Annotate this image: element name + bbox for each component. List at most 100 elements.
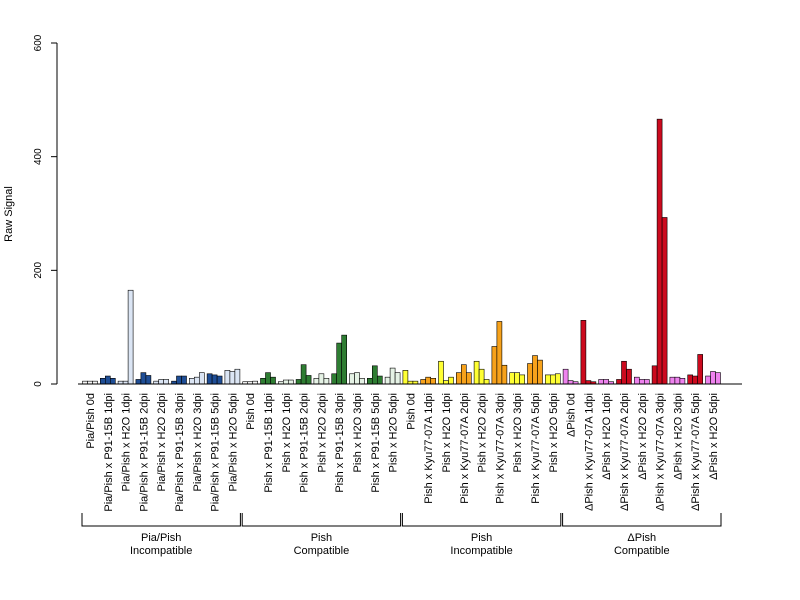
bar	[420, 379, 427, 385]
bar	[229, 371, 236, 385]
bar	[176, 375, 182, 385]
bar	[194, 376, 200, 385]
bar	[519, 374, 526, 385]
bar	[448, 376, 454, 385]
bar	[679, 378, 686, 385]
bar	[234, 368, 241, 385]
bar	[384, 376, 391, 385]
category-label: Pia/Pish x P91-15B 1dpi	[103, 393, 115, 512]
category-label: Pish x H2O 1dpi	[441, 393, 453, 472]
bar	[282, 379, 289, 385]
bar	[199, 372, 205, 385]
bar	[323, 378, 330, 385]
bar	[598, 379, 605, 385]
bar	[567, 380, 574, 385]
bar	[687, 374, 694, 385]
category-label: Pia/Pish x H2O 1dpi	[121, 393, 133, 491]
bar	[318, 373, 325, 385]
bar	[580, 320, 587, 385]
bar	[465, 372, 472, 385]
bar	[140, 372, 147, 385]
category-label: Pish x Kyu77-07A 2dpi	[459, 393, 471, 504]
category-label: Pia/Pish x P91-15B 5dpi	[210, 393, 222, 512]
bar	[366, 378, 373, 385]
bar	[265, 372, 271, 385]
category-label: Pia/Pish x P91-15B 3dpi	[174, 393, 186, 512]
category-label: Pish x H2O 3dpi	[352, 393, 364, 472]
bar	[425, 376, 432, 385]
bar	[603, 379, 610, 385]
category-label: Pish x H2O 5dpi	[548, 393, 560, 472]
bar	[460, 364, 467, 385]
bar	[430, 378, 437, 385]
category-label: ΔPish x Kyu77-07A 3dpi	[655, 393, 667, 511]
bar	[532, 355, 538, 385]
bar	[105, 375, 111, 385]
y-axis-label: Raw Signal	[3, 186, 15, 242]
category-label: Pish x P91-15B 1dpi	[263, 393, 275, 493]
bar	[656, 118, 663, 385]
bar	[549, 374, 556, 385]
bar	[371, 365, 378, 385]
bar	[478, 368, 485, 385]
bar	[514, 372, 521, 385]
group-label-line1: ΔPish	[627, 532, 656, 544]
bar	[509, 372, 516, 385]
bar	[626, 368, 632, 385]
bar	[705, 375, 711, 385]
bar	[224, 370, 231, 385]
bar	[674, 376, 681, 385]
bar	[341, 334, 348, 385]
group-label-line1: Pia/Pish	[141, 532, 181, 544]
category-label: Pia/Pish x H2O 2dpi	[156, 393, 168, 491]
bar	[313, 378, 320, 385]
bar	[260, 378, 266, 385]
bar	[585, 380, 592, 385]
bar	[359, 378, 365, 385]
category-label: ΔPish x Kyu77-07A 1dpi	[583, 393, 595, 511]
bar	[211, 374, 218, 385]
bar	[554, 373, 561, 385]
y-axis: 0 200 400 600	[33, 34, 58, 387]
bar	[100, 378, 106, 385]
category-label: Pia/Pish x P91-15B 2dpi	[138, 393, 150, 512]
bar	[651, 365, 658, 385]
bar	[697, 354, 704, 385]
category-label: Pish x Kyu77-07A 5dpi	[530, 393, 542, 504]
bar	[633, 376, 640, 385]
bar	[270, 376, 276, 385]
bar	[145, 375, 152, 385]
bar	[483, 379, 490, 385]
bar	[181, 375, 187, 385]
bar	[127, 289, 134, 385]
bar	[389, 367, 396, 385]
bar	[544, 374, 551, 385]
category-label: ΔPish x H2O 1dpi	[601, 393, 613, 480]
bars	[82, 118, 721, 385]
category-label: Pish x Kyu77-07A 3dpi	[494, 393, 506, 504]
group-bracket	[241, 513, 402, 527]
category-label: Pish x P91-15B 3dpi	[334, 393, 346, 493]
bar	[216, 375, 223, 385]
category-label: Pish x P91-15B 5dpi	[370, 393, 382, 493]
bar	[295, 379, 302, 385]
y-tick-label: 600	[33, 34, 44, 51]
group-label-line2: Incompatible	[450, 545, 512, 557]
bar	[287, 379, 294, 385]
bar	[562, 368, 569, 385]
category-label: Pia/Pish x H2O 5dpi	[227, 393, 239, 491]
category-label: Pia/Pish x H2O 3dpi	[192, 393, 204, 491]
bar	[394, 372, 401, 385]
bar	[376, 375, 383, 385]
bar	[305, 375, 312, 385]
category-label: Pish x H2O 1dpi	[281, 393, 293, 472]
bar	[669, 376, 676, 385]
bar	[616, 379, 622, 385]
category-label: Pia/Pish 0d	[85, 393, 97, 449]
category-label: Pish x H2O 5dpi	[388, 393, 400, 472]
category-label: ΔPish x Kyu77-07A 2dpi	[619, 393, 631, 511]
bar	[135, 379, 142, 385]
bar	[300, 364, 307, 385]
y-tick-label: 200	[33, 262, 44, 279]
